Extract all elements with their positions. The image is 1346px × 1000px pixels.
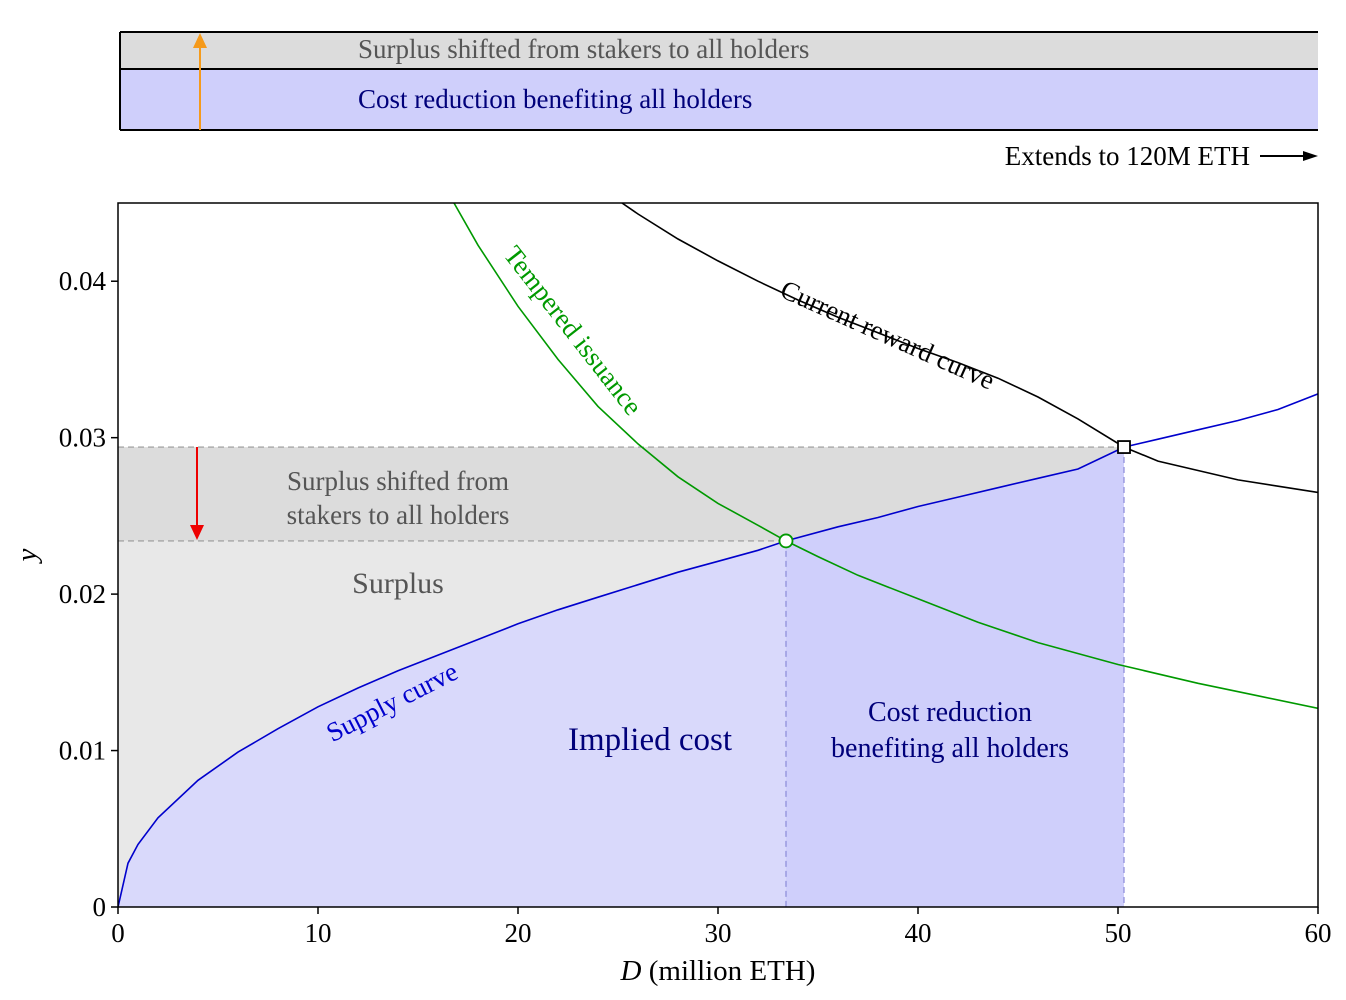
- inset-cost-reduction-band: [120, 69, 1318, 130]
- inset-surplus-shift-band: [120, 32, 1318, 69]
- surplus-shift-region: [118, 447, 1124, 541]
- extends-label: Extends to 120M ETH: [1005, 141, 1250, 171]
- y-tick-label: 0: [93, 892, 107, 922]
- surplus-shift-label-line2: stakers to all holders: [287, 500, 510, 530]
- tempered-issuance-label: Tempered issuance: [498, 240, 648, 421]
- current-reward-curve-line: [621, 203, 1318, 494]
- plot-area: [118, 203, 1318, 907]
- y-tick-label: 0.01: [59, 736, 106, 766]
- y-tick-label: 0.02: [59, 579, 106, 609]
- x-axis-label-variable: D: [620, 955, 642, 987]
- x-tick-label: 40: [905, 918, 932, 948]
- implied-cost-label: Implied cost: [568, 722, 732, 758]
- top-inset: Surplus shifted from stakers to all hold…: [119, 31, 1318, 171]
- inset-surplus-shift-label: Surplus shifted from stakers to all hold…: [358, 34, 809, 64]
- surplus-region: [118, 540, 786, 907]
- current-equilibrium-marker: [1117, 440, 1131, 454]
- y-axis: 0 0.01 0.02 0.03 0.04: [59, 266, 118, 922]
- cost-reduction-label-line1: Cost reduction: [868, 697, 1032, 728]
- x-axis-label-unit: (million ETH): [641, 955, 815, 987]
- cost-reduction-region: [786, 447, 1124, 907]
- tempered-equilibrium-marker: [778, 533, 794, 549]
- surplus-label: Surplus: [352, 567, 444, 600]
- x-axis: 0 10 20 30 40 50 60: [111, 907, 1332, 948]
- y-tick-label: 0.03: [59, 423, 106, 453]
- extends-arrow-head: [1303, 151, 1318, 161]
- surplus-shift-red-arrow-head: [190, 525, 204, 540]
- cost-reduction-label-line2: benefiting all holders: [831, 733, 1069, 764]
- implied-cost-region: [118, 540, 786, 907]
- x-tick-label: 20: [505, 918, 532, 948]
- y-axis-label: y: [11, 548, 43, 564]
- x-tick-label: 10: [305, 918, 332, 948]
- x-tick-label: 0: [111, 918, 125, 948]
- x-tick-label: 50: [1105, 918, 1132, 948]
- inset-orange-arrow-head: [193, 33, 207, 48]
- x-axis-label: D (million ETH): [620, 955, 816, 987]
- inset-cost-reduction-label: Cost reduction benefiting all holders: [358, 84, 752, 114]
- x-tick-label: 60: [1305, 918, 1332, 948]
- current-reward-curve-label: Current reward curve: [776, 274, 999, 395]
- surplus-shift-label-line1: Surplus shifted from: [287, 466, 509, 496]
- x-tick-label: 30: [705, 918, 732, 948]
- y-tick-label: 0.04: [59, 266, 107, 296]
- supply-curve-line: [118, 393, 1318, 907]
